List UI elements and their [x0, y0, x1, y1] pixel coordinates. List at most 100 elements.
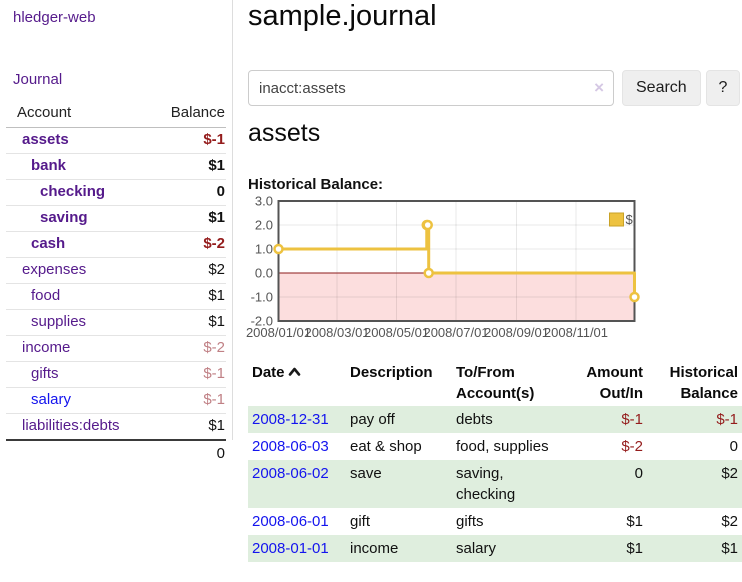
- transaction-date-link[interactable]: 2008-06-02: [252, 465, 329, 482]
- transaction-row: 2008-01-01 income salary $1 $1: [248, 535, 742, 562]
- account-row: salary $-1: [6, 387, 226, 414]
- app-title-link[interactable]: hledger-web: [13, 9, 96, 26]
- transaction-description: pay off: [350, 411, 395, 428]
- account-balance: $1: [144, 309, 226, 336]
- transaction-date-link[interactable]: 2008-06-03: [252, 438, 329, 455]
- account-row: assets $-1: [6, 127, 226, 154]
- main-content: sample.journal × Search ? assets Histori…: [246, 0, 742, 582]
- svg-text:2008/01/01: 2008/01/01: [246, 325, 311, 340]
- help-button[interactable]: ?: [706, 70, 740, 106]
- page-title: sample.journal: [248, 0, 437, 32]
- transaction-description: eat & shop: [350, 438, 422, 455]
- account-balance: $1: [144, 205, 226, 232]
- account-row: supplies $1: [6, 309, 226, 336]
- svg-text:2008/05/01: 2008/05/01: [364, 325, 429, 340]
- account-balance: $-2: [144, 335, 226, 362]
- account-balance: $1: [144, 283, 226, 310]
- account-row: liabilities:debts $1: [6, 414, 226, 441]
- accounts-table-header: Account Balance: [6, 101, 226, 128]
- svg-text:3.0: 3.0: [255, 194, 273, 209]
- column-header-date[interactable]: Date: [248, 360, 346, 406]
- transaction-accounts: debts: [456, 411, 493, 428]
- transaction-balance: $-1: [716, 411, 738, 428]
- account-link-salary[interactable]: salary: [31, 391, 72, 408]
- transaction-description: gift: [350, 513, 371, 530]
- svg-text:0.0: 0.0: [255, 266, 273, 281]
- svg-text:1.0: 1.0: [255, 242, 273, 257]
- account-balance: $-1: [144, 387, 226, 414]
- transaction-accounts: gifts: [456, 513, 484, 530]
- accounts-total-value: 0: [144, 439, 226, 467]
- transaction-description: income: [350, 540, 399, 557]
- transaction-description: save: [350, 465, 382, 482]
- account-link-expenses[interactable]: expenses: [22, 261, 87, 278]
- account-link-saving[interactable]: saving: [40, 209, 88, 226]
- account-link-food[interactable]: food: [31, 287, 61, 304]
- svg-text:-1.0: -1.0: [251, 290, 273, 305]
- account-link-assets[interactable]: assets: [22, 131, 69, 148]
- sidebar-item-journal[interactable]: Journal: [13, 71, 63, 88]
- accounts-header-account: Account: [6, 101, 145, 128]
- column-header-amount: Amount Out/In: [586, 364, 643, 402]
- chart-title: Historical Balance:: [248, 176, 384, 193]
- transaction-accounts: food, supplies: [456, 438, 549, 455]
- transaction-date-link[interactable]: 2008-01-01: [252, 540, 329, 557]
- account-row: saving $1: [6, 205, 226, 232]
- svg-text:2008/09/01: 2008/09/01: [484, 325, 549, 340]
- transaction-accounts: saving, checking: [456, 465, 516, 503]
- clear-search-icon[interactable]: ×: [594, 78, 604, 97]
- sidebar: hledger-web Journal Account Balance asse…: [0, 0, 233, 467]
- account-link-gifts[interactable]: gifts: [31, 365, 59, 382]
- transaction-date-link[interactable]: 2008-06-01: [252, 513, 329, 530]
- account-balance: $1: [144, 153, 226, 180]
- transaction-row: 2008-06-03 eat & shop food, supplies $-2…: [248, 433, 742, 460]
- account-link-income[interactable]: income: [22, 339, 71, 356]
- transaction-row: 2008-06-01 gift gifts $1 $2: [248, 508, 742, 535]
- account-balance: $-1: [144, 127, 226, 154]
- account-row: cash $-2: [6, 231, 226, 258]
- account-link-checking[interactable]: checking: [40, 183, 106, 200]
- account-heading: assets: [248, 119, 321, 147]
- register-table: Date Description To/From Account(s) Amou…: [248, 360, 742, 562]
- transaction-balance: $2: [721, 465, 738, 482]
- transaction-date-link[interactable]: 2008-12-31: [252, 411, 329, 428]
- transaction-amount: $-2: [621, 438, 643, 455]
- account-link-bank[interactable]: bank: [31, 157, 67, 174]
- register-header-row: Date Description To/From Account(s) Amou…: [248, 360, 742, 406]
- column-header-balance: Historical Balance: [669, 364, 738, 402]
- column-header-description: Description: [350, 364, 433, 381]
- transaction-amount: $1: [626, 540, 643, 557]
- account-balance: 0: [144, 179, 226, 206]
- account-link-liabilities-debts[interactable]: liabilities:debts: [22, 417, 120, 434]
- transaction-accounts: salary: [456, 540, 497, 557]
- svg-text:$: $: [626, 212, 634, 227]
- transaction-row: 2008-12-31 pay off debts $-1 $-1: [248, 406, 742, 433]
- transaction-amount: $-1: [621, 411, 643, 428]
- transaction-balance: $1: [721, 540, 738, 557]
- account-row: food $1: [6, 283, 226, 310]
- svg-text:-2.0: -2.0: [251, 314, 273, 329]
- transaction-row: 2008-06-02 save saving, checking 0 $2: [248, 460, 742, 508]
- accounts-header-balance: Balance: [144, 101, 226, 128]
- account-link-cash[interactable]: cash: [31, 235, 66, 252]
- column-header-date-label: Date: [252, 364, 285, 381]
- transaction-amount: 0: [634, 465, 643, 482]
- account-row: bank $1: [6, 153, 226, 180]
- svg-text:2008/03/01: 2008/03/01: [304, 325, 369, 340]
- search-input[interactable]: [249, 71, 613, 105]
- sort-ascending-icon: [288, 362, 301, 383]
- account-row: gifts $-1: [6, 361, 226, 388]
- account-row: expenses $2: [6, 257, 226, 284]
- account-balance: $-1: [144, 361, 226, 388]
- transaction-balance: $2: [721, 513, 738, 530]
- account-link-supplies[interactable]: supplies: [31, 313, 87, 330]
- search-row: × Search ?: [248, 70, 742, 106]
- svg-text:2008/07/01: 2008/07/01: [423, 325, 488, 340]
- account-balance: $1: [208, 417, 225, 434]
- svg-text:2008/11/01: 2008/11/01: [544, 325, 608, 340]
- account-balance: $2: [144, 257, 226, 284]
- search-button[interactable]: Search: [622, 70, 701, 106]
- account-row: income $-2: [6, 335, 226, 362]
- search-box: ×: [248, 70, 614, 106]
- accounts-total-row: 0: [6, 439, 226, 467]
